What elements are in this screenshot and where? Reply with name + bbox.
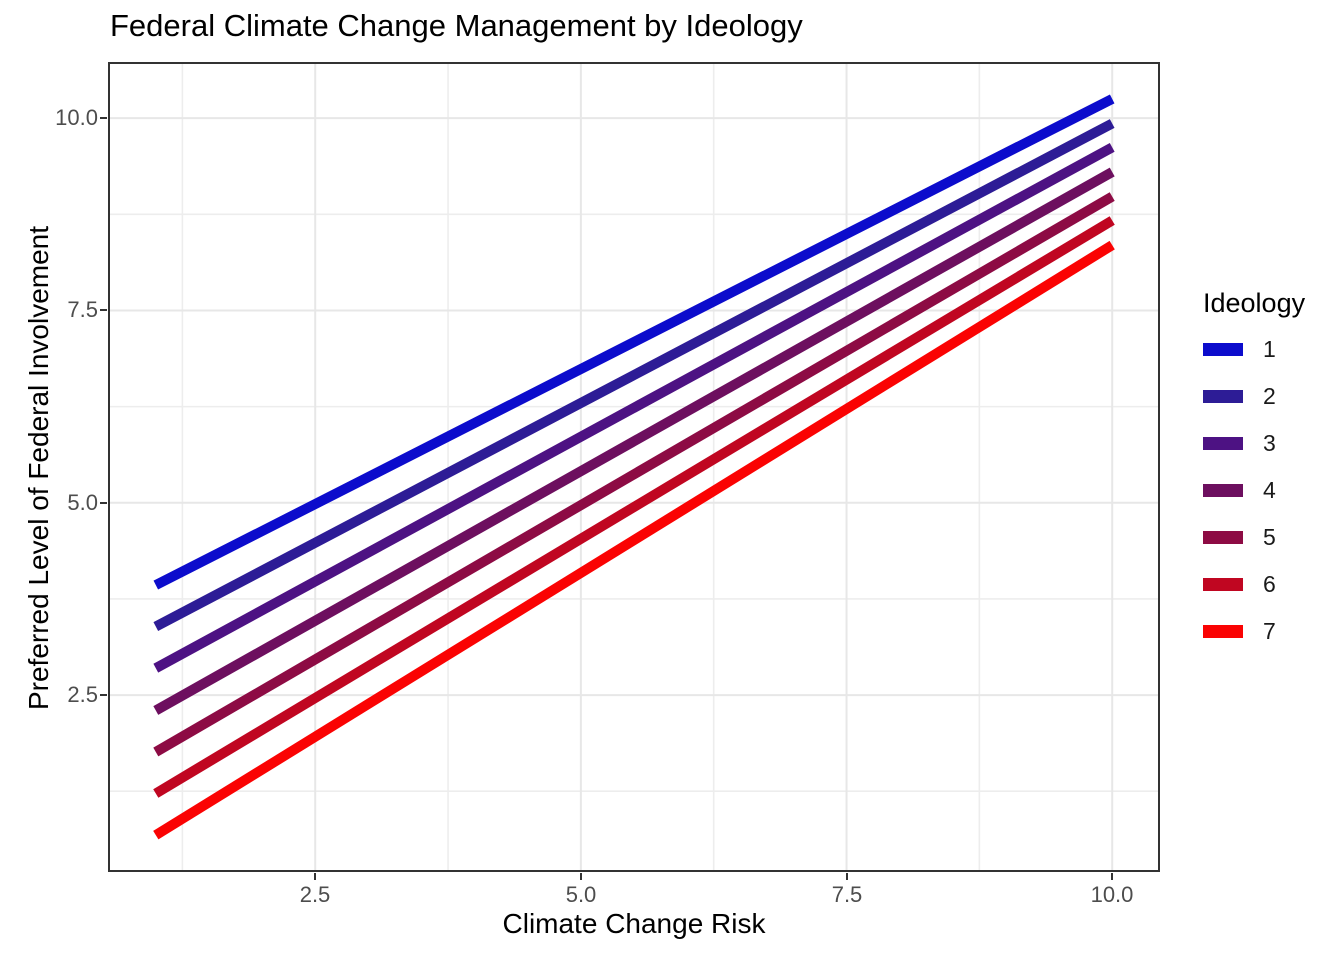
- legend-label: 1: [1263, 336, 1276, 362]
- panel-background: [108, 62, 1160, 872]
- legend-item: 4: [1203, 467, 1305, 514]
- x-tick-label: 5.0: [565, 882, 597, 907]
- legend-items: 1 2 3 4 5 6 7: [1203, 326, 1305, 655]
- legend-label: 4: [1263, 477, 1276, 503]
- legend-key-swatch: [1203, 531, 1243, 544]
- legend-key-swatch: [1203, 390, 1243, 403]
- legend-key-swatch: [1203, 578, 1243, 591]
- y-tick-label: 7.5: [67, 297, 98, 322]
- panel-border: [108, 62, 1160, 872]
- legend-label: 3: [1263, 430, 1276, 456]
- y-tick-mark: [100, 309, 107, 311]
- legend-label: 5: [1263, 524, 1276, 550]
- legend-item: 1: [1203, 326, 1305, 373]
- legend-item: 6: [1203, 561, 1305, 608]
- series-line-ideology-7: [153, 240, 1115, 840]
- y-tick-mark: [100, 502, 107, 504]
- x-tick-mark: [1111, 873, 1113, 880]
- legend-key-swatch: [1203, 437, 1243, 450]
- x-tick-mark: [846, 873, 848, 880]
- y-tick-label: 10.0: [55, 105, 98, 130]
- legend-item: 2: [1203, 373, 1305, 420]
- series-line-ideology-3: [153, 143, 1115, 673]
- y-tick-mark: [100, 117, 107, 119]
- plot-panel: [108, 62, 1160, 872]
- legend-key-swatch: [1203, 625, 1243, 638]
- legend-item: 5: [1203, 514, 1305, 561]
- legend-item: 3: [1203, 420, 1305, 467]
- legend-title: Ideology: [1203, 288, 1306, 318]
- y-axis-title: Preferred Level of Federal Involvement: [23, 225, 54, 711]
- x-tick-mark: [580, 873, 582, 880]
- x-tick-mark: [314, 873, 316, 880]
- chart-title: Federal Climate Change Management by Ide…: [110, 8, 803, 43]
- y-tick-mark: [100, 694, 107, 696]
- series-line-ideology-2: [153, 119, 1115, 632]
- series-line-ideology-1: [153, 94, 1115, 590]
- x-tick-label: 2.5: [299, 882, 331, 907]
- legend-label: 6: [1263, 571, 1276, 597]
- x-tick-label: 7.5: [831, 882, 863, 907]
- legend-item: 7: [1203, 608, 1305, 655]
- y-tick-label: 5.0: [67, 490, 98, 515]
- series-line-ideology-6: [153, 216, 1115, 798]
- legend-key-swatch: [1203, 343, 1243, 356]
- legend-label: 2: [1263, 383, 1276, 409]
- series-line-ideology-4: [153, 167, 1115, 715]
- x-tick-label: 10.0: [1090, 882, 1134, 907]
- legend-label: 7: [1263, 618, 1276, 644]
- legend-key-swatch: [1203, 484, 1243, 497]
- x-axis-title: Climate Change Risk: [502, 908, 766, 939]
- legend: Ideology 1 2 3 4 5 6 7: [1203, 288, 1305, 655]
- y-tick-label: 2.5: [67, 682, 98, 707]
- series-line-ideology-5: [153, 192, 1115, 757]
